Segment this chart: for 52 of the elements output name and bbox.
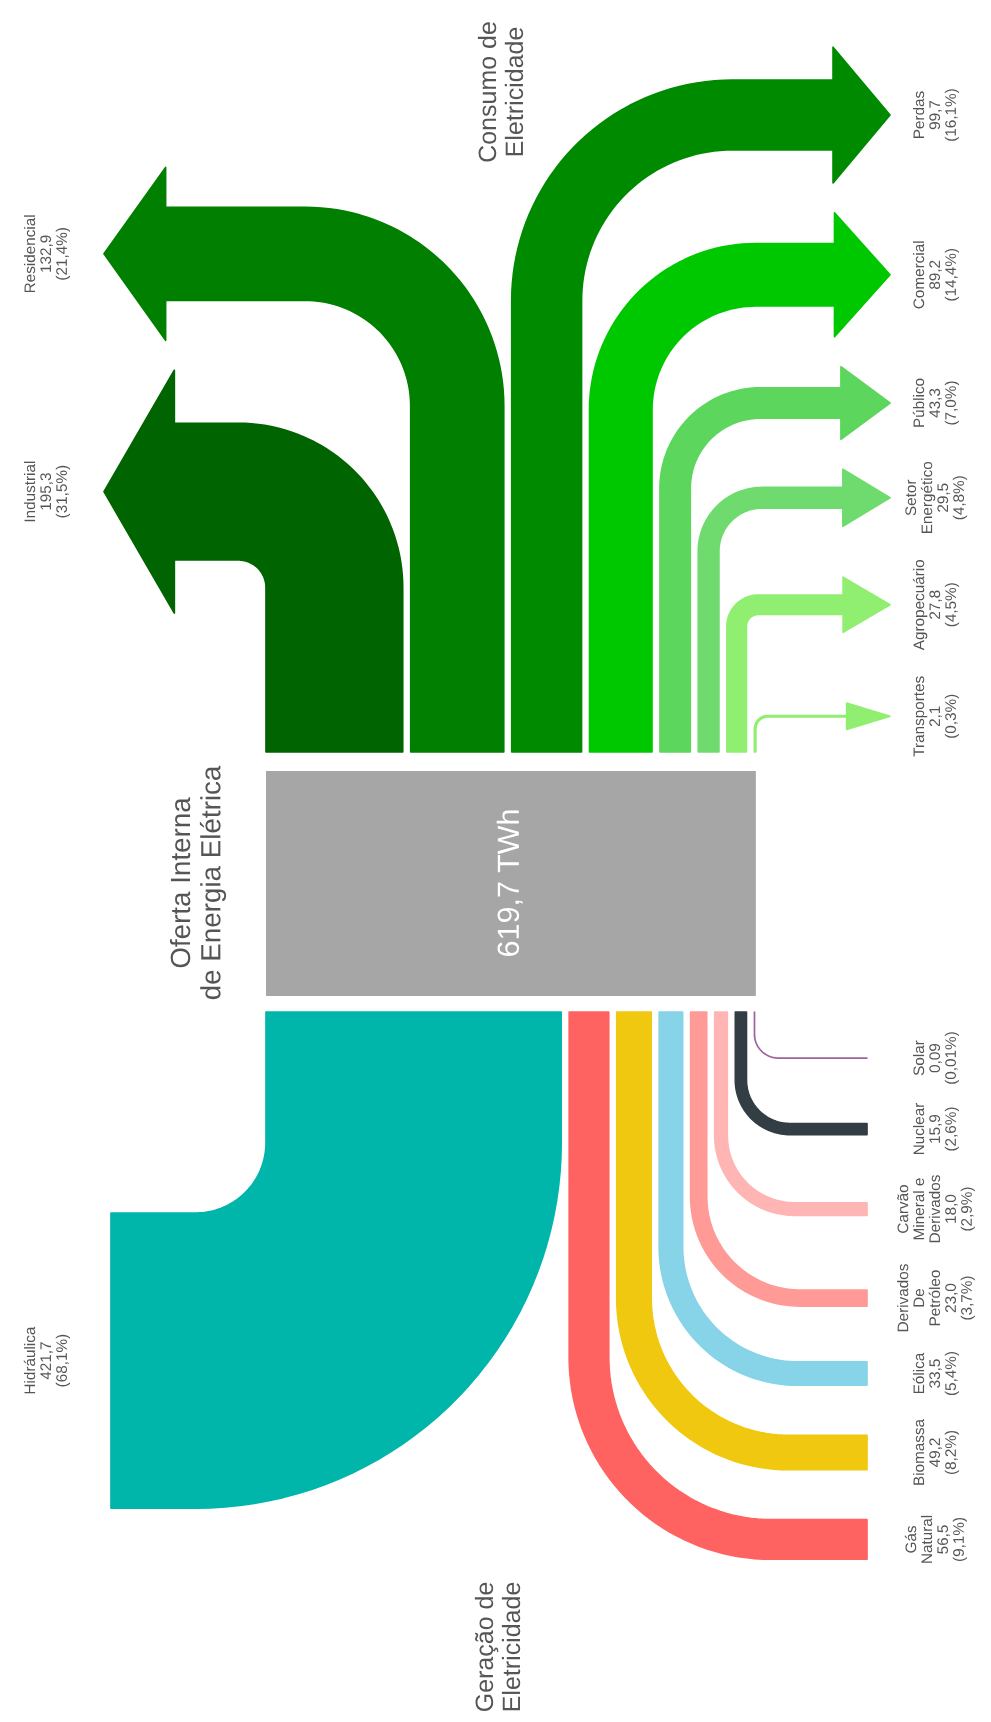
category-label: Perdas	[912, 91, 925, 138]
data-label: 89,2	[929, 260, 942, 289]
category-label: Biomassa	[912, 1418, 925, 1485]
category-label: Setor Energético	[905, 461, 936, 534]
category-label: Comercial	[912, 241, 925, 309]
data-label: 195,3	[40, 473, 53, 510]
text: (68,1%)	[55, 1334, 71, 1387]
text: (21,4%)	[55, 228, 71, 280]
category-label: Solar	[912, 1040, 925, 1076]
text: Oferta Interna de Energia Elétrica	[169, 765, 227, 1000]
data-label: 15,9	[929, 1114, 942, 1143]
text: (4,5%)	[944, 583, 960, 627]
text: (0,3%)	[944, 694, 960, 738]
category-label: Gás Natural	[904, 1515, 933, 1563]
text: (4,8%)	[952, 476, 968, 520]
text: (8,2%)	[944, 1430, 960, 1475]
data-label: 99,7	[929, 100, 942, 130]
category-label: Agropecuário	[912, 559, 928, 651]
category-label: Carvão Mineral e Derivados	[897, 1175, 941, 1243]
data-label: 421,7	[40, 1342, 53, 1380]
text: (0,01%)	[944, 1032, 960, 1084]
text: (7,0%)	[944, 381, 960, 425]
category-label: Transportes	[913, 676, 928, 757]
category-label: Industrial	[23, 461, 36, 522]
category-label: Eólica	[912, 1352, 925, 1394]
text: (3,7%)	[960, 1276, 975, 1320]
text: (5,4%)	[944, 1351, 960, 1396]
category-label: Nuclear	[912, 1102, 925, 1155]
data-label: 0,09	[929, 1043, 942, 1073]
text: 619,7 TWh	[496, 810, 523, 956]
text: (31,5%)	[55, 465, 71, 518]
data-label: 2,1	[929, 706, 942, 727]
text: (14,4%)	[944, 249, 960, 301]
text: (16,1%)	[944, 89, 960, 141]
data-label: 132,9	[40, 235, 53, 272]
text: (9,1%)	[952, 1517, 967, 1562]
data-label: 27,8	[929, 590, 942, 619]
data-label: 23,0	[945, 1283, 958, 1313]
text: Consumo de Eletricidade	[477, 22, 524, 162]
category-label: Derivados De Petróleo	[897, 1264, 941, 1332]
text: Geração de Eletricidade	[474, 1582, 521, 1712]
category-label: Público	[912, 378, 925, 427]
data-label: 33,5	[929, 1359, 942, 1388]
category-label: Hidráulica	[23, 1326, 36, 1394]
data-label: 49,2	[929, 1438, 942, 1467]
data-label: 29,5	[937, 483, 950, 512]
text: (2,6%)	[944, 1107, 960, 1151]
text: (2,9%)	[960, 1187, 975, 1231]
category-label: Residencial	[23, 215, 36, 293]
data-label: 56,5	[937, 1525, 950, 1554]
data-label: 43,3	[929, 388, 942, 418]
data-label: 18,0	[945, 1194, 958, 1223]
